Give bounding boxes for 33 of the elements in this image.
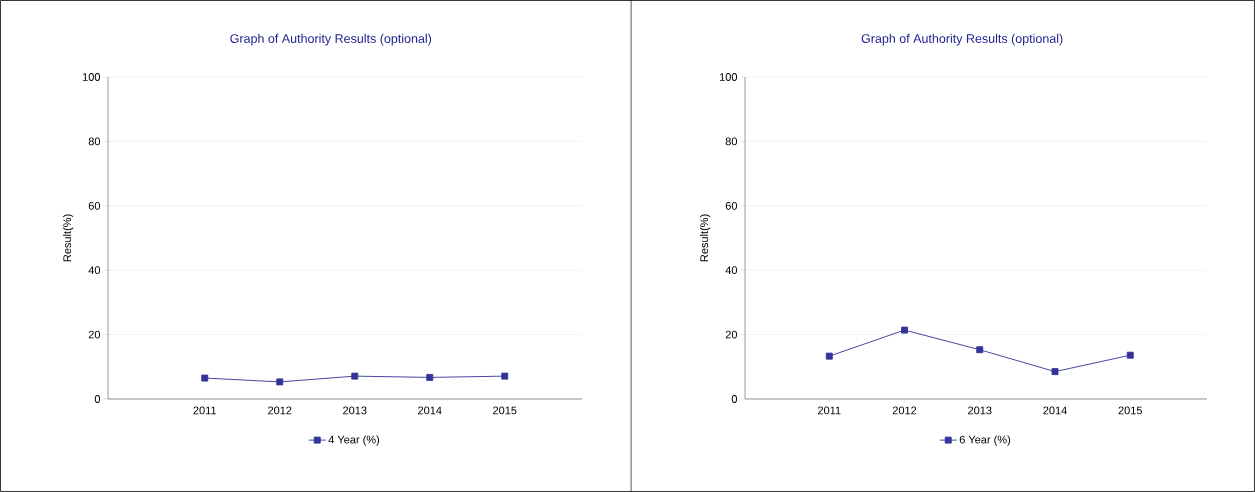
y-tick-label: 20	[88, 330, 101, 339]
x-tick-label: 2015	[1118, 406, 1143, 415]
point	[976, 346, 984, 354]
y-tick-label: 60	[725, 201, 738, 210]
y-axis-title: Result(%)	[700, 214, 711, 262]
y-tick-label: 0	[731, 395, 738, 403]
y-tick-label: 80	[725, 137, 738, 146]
x-tick-label: 2015	[493, 406, 517, 415]
chart-title: Graph of Authority Results (optional)	[861, 33, 1063, 46]
point	[1126, 351, 1134, 359]
x-tick-label: 2012	[268, 406, 292, 415]
point	[1051, 368, 1059, 376]
x-tick-label: 2011	[193, 406, 217, 415]
x-tick-label: 2011	[818, 406, 841, 415]
y-tick-label: 60	[88, 201, 101, 210]
x-tick-label: 2012	[892, 406, 917, 415]
y-axis-title: Result(%)	[63, 214, 74, 262]
y-tick-label: 20	[725, 330, 738, 339]
legend-label: 4 Year (%)	[328, 435, 380, 446]
y-tick-label: 40	[88, 266, 101, 275]
point	[901, 326, 908, 334]
x-tick-label: 2013	[968, 406, 992, 415]
y-tick-label: 100	[82, 73, 101, 81]
chart-title: Graph of Authority Results (optional)	[230, 33, 432, 46]
x-tick-label: 2013	[343, 406, 367, 415]
point	[825, 352, 833, 360]
y-tick-label: 40	[725, 266, 738, 275]
x-tick-label: 2014	[1043, 406, 1067, 415]
y-tick-label: 100	[719, 73, 738, 81]
y-tick-label: 0	[94, 395, 101, 403]
y-tick-label: 80	[88, 137, 101, 146]
legend-label: 6 Year (%)	[959, 435, 1011, 446]
x-tick-label: 2014	[418, 406, 442, 415]
